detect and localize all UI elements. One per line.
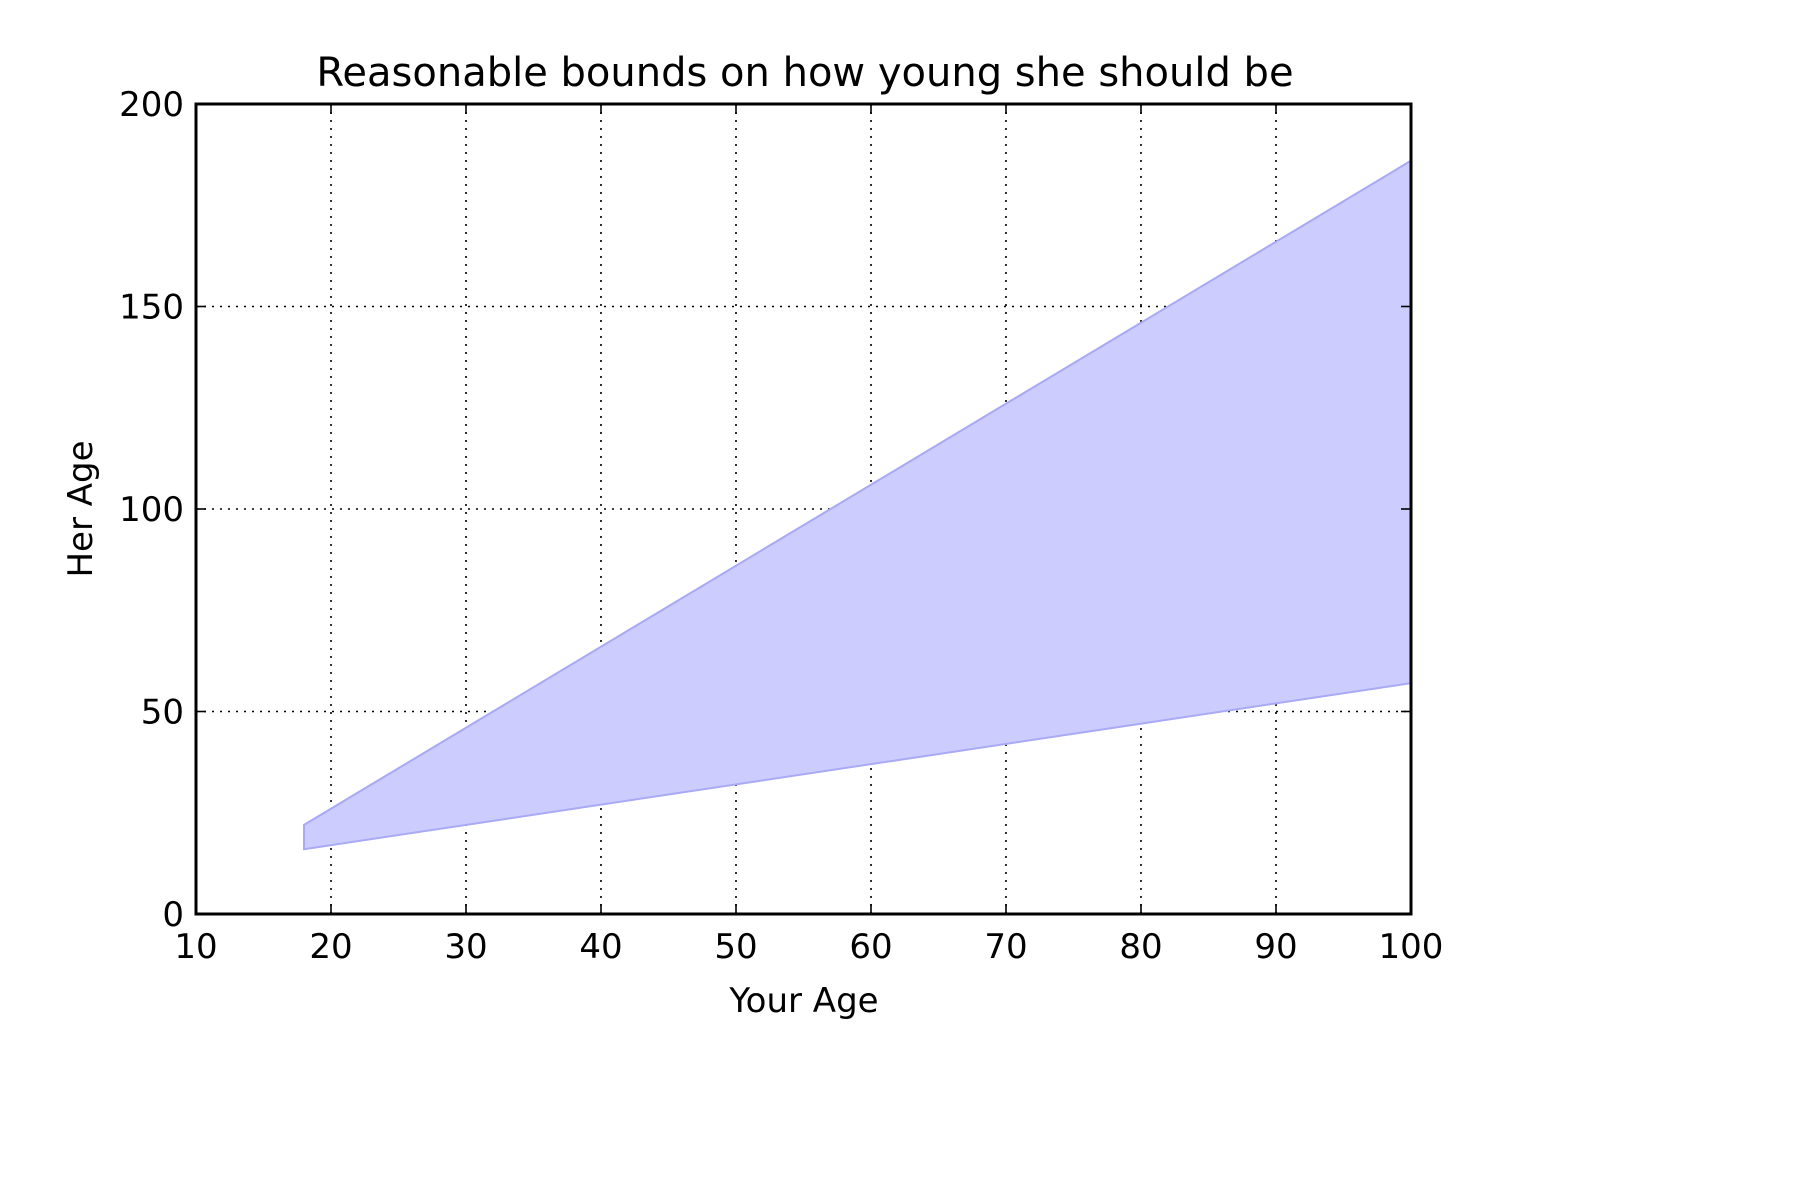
x-tick-label: 40 — [579, 927, 622, 967]
y-tick-label: 50 — [141, 693, 184, 733]
bounds-area — [303, 158, 1412, 851]
x-tick-label: 20 — [309, 927, 352, 967]
x-tick-label: 90 — [1254, 927, 1297, 967]
y-tick-label: 0 — [162, 895, 184, 935]
y-tick-labels: 0 50 100 150 200 — [119, 85, 184, 935]
x-tick-label: 100 — [1379, 927, 1444, 967]
x-tick-label: 80 — [1119, 927, 1162, 967]
x-tick-label: 30 — [444, 927, 487, 967]
y-tick-label: 200 — [119, 85, 184, 125]
x-tick-label: 70 — [984, 927, 1027, 967]
y-axis-label: Her Age — [61, 440, 101, 577]
y-tick-label: 100 — [119, 490, 184, 530]
chart-title: Reasonable bounds on how young she shoul… — [316, 50, 1293, 96]
x-tick-label: 50 — [714, 927, 757, 967]
chart: Reasonable bounds on how young she shoul… — [61, 50, 1443, 1021]
tick-marks — [195, 103, 1412, 915]
y-tick-label: 150 — [119, 288, 184, 328]
x-axis-label: Your Age — [728, 981, 878, 1021]
x-tick-labels: 10 20 30 40 50 60 70 80 90 100 — [174, 927, 1443, 967]
x-tick-label: 10 — [174, 927, 217, 967]
x-tick-label: 60 — [849, 927, 892, 967]
series-area — [303, 158, 1412, 851]
